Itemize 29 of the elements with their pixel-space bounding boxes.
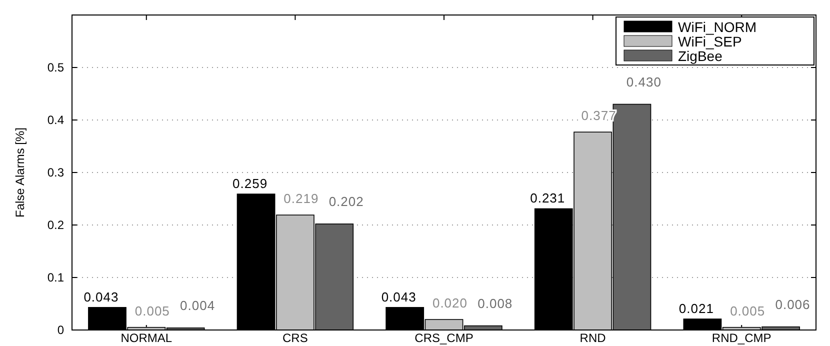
data-label: 0.043 [381, 289, 416, 304]
x-tick-label: RND [580, 331, 606, 345]
data-label: 0.006 [775, 296, 810, 312]
data-label: 0.259 [232, 176, 268, 192]
y-tick-label: 0.5 [47, 60, 64, 75]
x-tick-label: CRS [282, 331, 308, 345]
data-label: 0.021 [678, 300, 714, 316]
data-label: 0.430 [626, 74, 662, 90]
y-tick-label: 0.1 [47, 270, 64, 285]
data-label: 0.219 [284, 191, 319, 206]
y-tick-label: 0 [57, 323, 64, 338]
data-label: 0.043 [84, 289, 119, 304]
legend-label: ZigBee [678, 48, 723, 64]
x-tick-label: NORMAL [120, 331, 172, 345]
data-label: 0.004 [180, 298, 216, 313]
x-tick-label: CRS_CMP [414, 331, 474, 345]
legend-label: WiFi_NORM [678, 18, 757, 35]
x-tick-label: RND_CMP [712, 331, 772, 345]
data-label: 0.005 [730, 303, 766, 318]
data-label: 0.008 [478, 296, 513, 311]
legend-label: WiFi_SEP [678, 33, 742, 50]
y-tick-label: 0.2 [47, 218, 64, 232]
data-label: 0.005 [134, 303, 170, 318]
data-label: 0.202 [328, 194, 364, 209]
data-label: 0.231 [530, 190, 566, 206]
data-label: 0.020 [432, 296, 468, 310]
y-tick-label: 0.4 [47, 113, 64, 128]
y-axis-title: False Alarms [%] [13, 127, 27, 218]
y-tick-label: 0.3 [47, 166, 64, 180]
